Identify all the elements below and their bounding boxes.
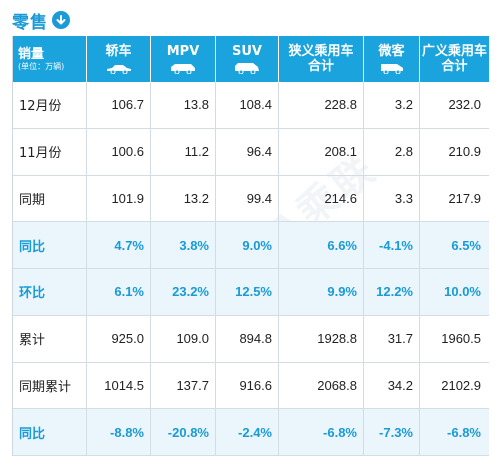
table-header: 销量 (单位：万辆) 轿车 MPV SUV 狭义乘用车 合计 微客 广义乘用车 … — [13, 36, 489, 82]
row-label: 12月份 — [13, 82, 87, 128]
table-cell: 31.7 — [364, 315, 420, 362]
header-cell-sales: 销量 (单位：万辆) — [13, 36, 87, 82]
table-cell: 12.2% — [364, 269, 420, 315]
table-cell: 100.6 — [87, 128, 151, 175]
table-cell: 137.7 — [151, 362, 216, 409]
table-cell: 217.9 — [448, 190, 481, 206]
table-cell: -20.8% — [151, 409, 216, 455]
table-cell: 3.3 — [364, 175, 420, 222]
table-cell: -8.8% — [87, 409, 151, 455]
row-label: 同比 — [13, 222, 87, 268]
table-row: 环比 6.1% 23.2% 12.5% 9.9% 12.2% 10.0% — [13, 269, 489, 316]
header-label: 销量 — [18, 46, 45, 62]
sales-table: 销量 (单位：万辆) 轿车 MPV SUV 狭义乘用车 合计 微客 广义乘用车 … — [12, 36, 489, 456]
table-cell: 210.9 — [448, 144, 481, 160]
table-cell: 10.0% — [444, 284, 481, 300]
table-cell: 6.5% — [451, 237, 481, 253]
table-cell: 6.1% — [87, 269, 151, 315]
sedan-icon — [106, 65, 131, 74]
table-cell: 1928.8 — [279, 315, 364, 362]
table-row: 同期累计 1014.5 137.7 916.6 2068.8 34.2 2102.9 — [13, 362, 489, 410]
table-row: 11月份 100.6 11.2 96.4 208.1 2.8 210.9 — [13, 128, 489, 176]
table-cell: -6.8% — [447, 424, 481, 440]
table-cell: 6.6% — [279, 222, 364, 268]
table-cell: 11.2 — [151, 128, 216, 175]
table-cell: 4.7% — [87, 222, 151, 268]
table-cell: 925.0 — [87, 315, 151, 362]
header-cell-narrow-total: 狭义乘用车 合计 — [279, 36, 364, 82]
header-label: SUV — [232, 44, 262, 59]
table-cell: 96.4 — [216, 128, 279, 175]
header-label: 广义乘用车 合计 — [421, 44, 487, 74]
header-cell-broad-total: 广义乘用车 合计 — [420, 36, 489, 82]
table-cell: 2068.8 — [279, 362, 364, 409]
row-label: 累计 — [13, 315, 87, 362]
row-label: 环比 — [13, 269, 87, 315]
table-row: 同期 101.9 13.2 99.4 214.6 3.3 217.9 — [13, 175, 489, 223]
table-cell: -4.1% — [364, 222, 420, 268]
header-label: 狭义乘用车 合计 — [288, 44, 354, 74]
header-cell-suv: SUV — [216, 36, 279, 82]
down-arrow-circle-icon — [52, 11, 70, 29]
table-cell: 106.7 — [87, 82, 151, 128]
header-label: 轿车 — [105, 44, 132, 59]
table-cell: 214.6 — [279, 175, 364, 222]
table-cell: 12.5% — [216, 269, 279, 315]
table-cell: 13.2 — [151, 175, 216, 222]
table-cell: 23.2% — [151, 269, 216, 315]
mpv-car-icon — [171, 64, 195, 74]
table-cell: -2.4% — [216, 409, 279, 455]
row-label: 同期 — [13, 175, 87, 222]
table-cell: 13.8 — [151, 82, 216, 128]
row-label: 11月份 — [13, 128, 87, 175]
header-cell-mpv: MPV — [151, 36, 216, 82]
table-cell: -6.8% — [279, 409, 364, 455]
table-row: 累计 925.0 109.0 894.8 1928.8 31.7 1960.5 — [13, 315, 489, 363]
page-title: 零售 — [12, 12, 48, 33]
table-cell: 101.9 — [87, 175, 151, 222]
table-cell: 232.0 — [448, 97, 481, 113]
table-row: 同比 -8.8% -20.8% -2.4% -6.8% -7.3% -6.8% — [13, 409, 489, 456]
table-cell: 208.1 — [279, 128, 364, 175]
table-cell: 109.0 — [151, 315, 216, 362]
section-header: 零售 — [12, 8, 70, 33]
table-cell: 3.8% — [151, 222, 216, 268]
table-cell: 9.0% — [216, 222, 279, 268]
table-cell: 3.2 — [364, 82, 420, 128]
row-label: 同比 — [13, 409, 87, 455]
table-cell: 108.4 — [216, 82, 279, 128]
table-row: 同比 4.7% 3.8% 9.0% 6.6% -4.1% 6.5% — [13, 222, 489, 269]
unit-label: (单位：万辆) — [18, 61, 65, 71]
table-cell: 2102.9 — [441, 377, 481, 393]
header-cell-sedan: 轿车 — [87, 36, 151, 82]
header-label: 微客 — [378, 44, 405, 59]
suv-car-icon — [235, 63, 259, 74]
table-cell: 2.8 — [364, 128, 420, 175]
table-cell: 9.9% — [279, 269, 364, 315]
table-cell: 1960.5 — [441, 331, 481, 347]
table-cell: 99.4 — [216, 175, 279, 222]
table-cell: 228.8 — [279, 82, 364, 128]
table-cell: 894.8 — [216, 315, 279, 362]
header-cell-minivan: 微客 — [364, 36, 420, 82]
table-cell: 34.2 — [364, 362, 420, 409]
van-icon — [380, 64, 403, 74]
table-row: 12月份 106.7 13.8 108.4 228.8 3.2 232.0 — [13, 82, 489, 129]
table-body: 12月份 106.7 13.8 108.4 228.8 3.2 232.0 11月份 100.6… — [13, 82, 489, 456]
row-label: 同期累计 — [13, 362, 87, 409]
table-cell: -7.3% — [364, 409, 420, 455]
table-cell: 1014.5 — [87, 362, 151, 409]
header-label: MPV — [166, 44, 200, 59]
table-cell: 916.6 — [216, 362, 279, 409]
